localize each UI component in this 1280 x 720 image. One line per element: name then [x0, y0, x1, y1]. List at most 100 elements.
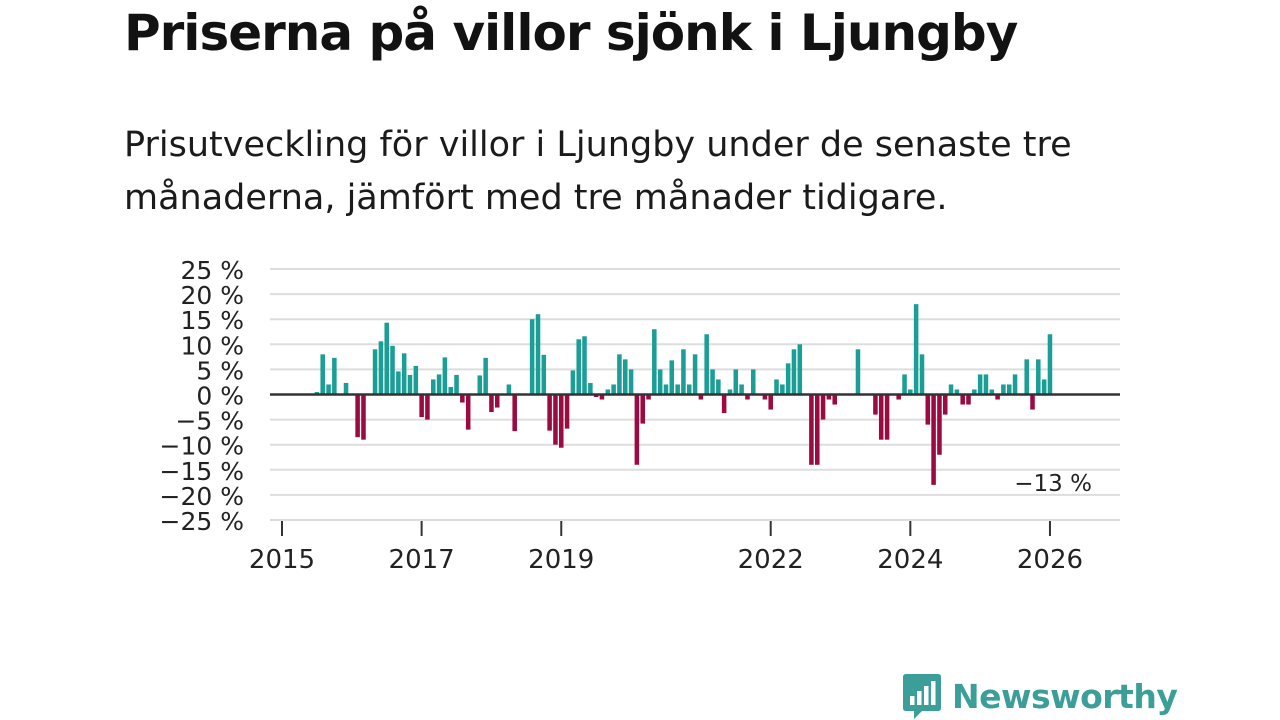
bar — [332, 357, 337, 395]
x-tick-label: 2019 — [528, 545, 594, 575]
chart-title: Priserna på villor sjönk i Ljungby — [124, 4, 1018, 62]
y-tick-label: 0 % — [196, 382, 244, 411]
x-tick-label: 2015 — [249, 545, 315, 575]
chart-subtitle: Prisutveckling för villor i Ljungby unde… — [124, 125, 1072, 218]
bar — [692, 354, 698, 395]
y-axis: 25 %20 %15 %10 %5 %0 %−5 %−10 %−15 %−20 … — [160, 256, 244, 536]
bar — [931, 394, 936, 485]
bar — [570, 370, 576, 395]
bar — [925, 394, 931, 425]
bar — [320, 354, 325, 395]
bar — [919, 354, 925, 395]
bar — [1030, 394, 1035, 410]
bar — [611, 384, 616, 395]
bar — [745, 394, 750, 400]
bar — [675, 384, 680, 395]
bar — [372, 349, 378, 395]
x-tick-label: 2024 — [877, 545, 943, 575]
bar — [820, 394, 826, 420]
bar — [878, 394, 884, 440]
bar — [623, 359, 628, 395]
bar — [547, 394, 552, 431]
bar — [512, 394, 517, 432]
bar — [599, 394, 605, 400]
bar — [564, 394, 570, 429]
bar — [465, 394, 471, 430]
bar — [710, 369, 715, 395]
bar — [1024, 359, 1029, 395]
y-tick-label: −15 % — [160, 457, 244, 486]
bar — [937, 394, 942, 455]
bar — [832, 394, 837, 405]
bar — [1012, 374, 1018, 395]
newsworthy-brand: Newsworthy — [902, 672, 1178, 720]
bar — [983, 374, 989, 395]
bar — [908, 389, 913, 395]
last-value-annotation: −13 % — [1014, 471, 1092, 497]
bar — [401, 353, 407, 395]
bar — [460, 394, 465, 403]
bar — [1041, 379, 1047, 395]
x-axis: 2015 2017 2019 2022 2024 2026 — [249, 521, 1083, 575]
bar — [396, 371, 401, 395]
bar — [640, 394, 646, 424]
bar — [995, 394, 1000, 400]
bar — [873, 394, 878, 415]
y-tick-label: 5 % — [196, 356, 244, 385]
bar — [431, 379, 436, 395]
bar — [326, 384, 331, 395]
bar — [314, 391, 320, 395]
bar — [966, 394, 971, 405]
newsworthy-logo-icon — [903, 674, 941, 719]
x-tick-label: 2026 — [1017, 545, 1083, 575]
y-tick-label: −20 % — [160, 482, 244, 511]
bar — [605, 389, 611, 395]
bar — [977, 374, 983, 395]
bar — [390, 345, 395, 395]
bar — [413, 365, 419, 395]
bar — [384, 322, 389, 395]
bar — [553, 394, 558, 445]
bar — [791, 349, 797, 395]
bar — [902, 374, 907, 395]
bar — [628, 369, 634, 395]
x-tick-label: 2022 — [738, 545, 804, 575]
bar — [378, 341, 384, 395]
bar — [582, 336, 587, 395]
y-tick-label: 10 % — [180, 331, 244, 360]
bar — [483, 357, 488, 395]
bar — [448, 386, 454, 395]
bar — [989, 389, 995, 395]
bar — [477, 375, 483, 395]
bar — [721, 394, 727, 414]
bar — [954, 389, 960, 395]
bar — [948, 384, 954, 395]
y-tick-label: −5 % — [175, 407, 244, 436]
bar — [942, 394, 948, 415]
bar — [535, 314, 541, 395]
bar — [494, 394, 500, 408]
bar — [727, 389, 733, 395]
bar — [593, 394, 599, 398]
bar — [698, 394, 704, 400]
bar — [355, 394, 360, 438]
bar — [733, 369, 739, 395]
bar — [681, 349, 686, 395]
bar — [442, 357, 448, 395]
bar — [407, 374, 413, 395]
y-tick-label: 25 % — [180, 256, 244, 285]
bar — [814, 394, 820, 465]
y-tick-label: −10 % — [160, 432, 244, 461]
bar — [558, 394, 564, 448]
bar — [657, 369, 663, 395]
y-tick-label: −25 % — [160, 507, 244, 536]
bar — [425, 394, 430, 420]
bar — [972, 389, 977, 395]
bar — [529, 319, 535, 395]
bar — [576, 339, 581, 395]
bar — [797, 344, 803, 395]
bar — [419, 394, 424, 418]
bar — [686, 384, 692, 395]
bar — [669, 360, 675, 395]
